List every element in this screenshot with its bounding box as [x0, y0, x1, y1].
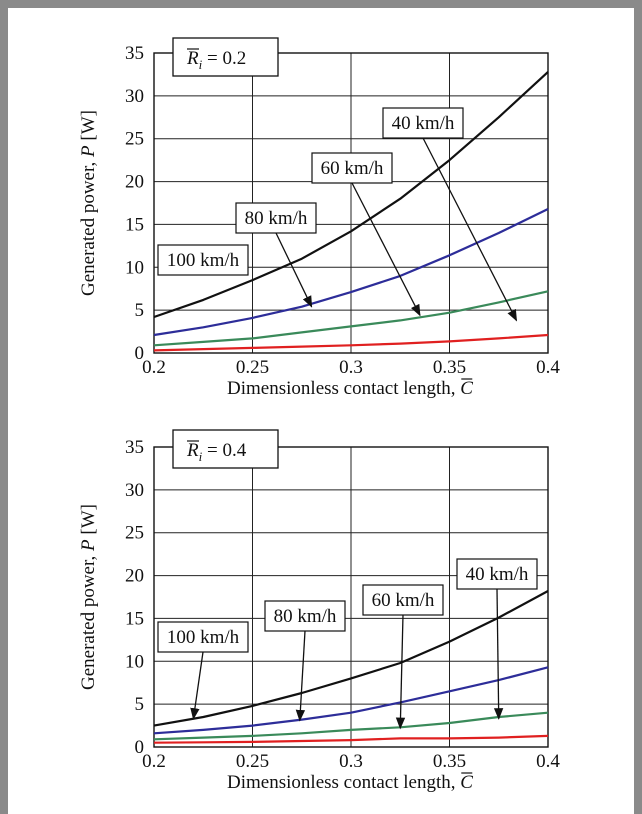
chart-2: 0.2 0.25 0.3 0.35 0.4 0 5 10 15 20 25 30 35 Dimension… [78, 429, 560, 793]
series-line-80-km-h [153, 711, 549, 741]
y-axis-unit: [W] [78, 504, 99, 539]
series-line-100-km-h [153, 734, 549, 744]
series-label: 40 km/h [466, 564, 529, 585]
badge-symbol: R [186, 48, 199, 69]
x-axis-label-text: Dimensionless contact length, [227, 772, 460, 793]
badge-symbol: R [186, 440, 199, 461]
plot-area [153, 52, 549, 354]
series-label: 40 km/h [392, 113, 455, 134]
badge-value: = 0.2 [202, 48, 246, 69]
series-label-box [157, 621, 249, 653]
figure-frame: 0.2 0.25 0.3 0.35 0.4 0 5 10 15 20 25 30 35 Dimension… [8, 8, 634, 814]
parameter-badge-text: Ri = 0.2 [186, 48, 246, 72]
series-label-box [157, 244, 249, 276]
x-tick-label: 0.2 [142, 357, 166, 378]
x-axis-symbol: C [460, 772, 473, 793]
parameter-badge [172, 37, 279, 77]
parameter-badge-text: Ri = 0.4 [186, 440, 247, 464]
series-callout-arrow [295, 630, 306, 722]
series-line-40-km-h [153, 71, 549, 319]
series-line-60-km-h [153, 208, 549, 337]
y-axis-label-text: Generated power, [78, 157, 99, 296]
x-axis-symbol: C [460, 378, 473, 399]
y-tick-label: 35 [125, 43, 144, 64]
y-tick-label: 10 [125, 651, 144, 672]
badge-subscript: i [199, 449, 203, 464]
series-line-80-km-h [153, 290, 549, 347]
x-tick-label: 0.25 [236, 357, 269, 378]
y-tick-label: 30 [125, 480, 144, 501]
y-tick-label: 35 [125, 437, 144, 458]
series-label-box [382, 107, 464, 139]
y-axis-symbol: P [78, 539, 99, 552]
series-callout-arrow [422, 137, 518, 322]
y-tick-label: 10 [125, 257, 144, 278]
series-callout-arrow [190, 651, 204, 720]
y-tick-label: 0 [135, 737, 145, 758]
badge-value: = 0.4 [202, 440, 246, 461]
y-axis-symbol: P [78, 145, 99, 158]
y-axis-label-text: Generated power, [78, 551, 99, 690]
y-tick-label: 20 [125, 172, 144, 193]
y-tick-label: 15 [125, 214, 144, 235]
y-tick-label: 25 [125, 129, 144, 150]
x-tick-label: 0.35 [433, 751, 466, 772]
series-label-box [264, 600, 346, 632]
series-label-box [362, 584, 444, 616]
y-axis-label: Generated power, P [W] [78, 504, 99, 690]
y-tick-label: 0 [135, 343, 145, 364]
series-label: 100 km/h [167, 250, 240, 271]
series-callout-arrow [275, 232, 313, 308]
series-label-box [311, 152, 393, 184]
x-tick-label: 0.35 [433, 357, 466, 378]
series-callout-arrow [493, 588, 504, 720]
x-tick-label: 0.4 [536, 751, 560, 772]
x-axis-label-text: Dimensionless contact length, [227, 378, 460, 399]
series-label: 60 km/h [372, 590, 435, 611]
series-label-box [235, 202, 317, 234]
series-label-box [456, 558, 538, 590]
y-tick-label: 5 [135, 300, 145, 321]
x-axis-label: Dimensionless contact length, C [227, 378, 473, 399]
y-tick-label: 5 [135, 694, 145, 715]
y-axis-unit: [W] [78, 110, 99, 145]
series-line-40-km-h [153, 590, 549, 727]
y-tick-label: 25 [125, 523, 144, 544]
badge-subscript: i [199, 57, 203, 72]
x-tick-label: 0.3 [339, 751, 363, 772]
parameter-badge [172, 429, 279, 469]
x-tick-label: 0.2 [142, 751, 166, 772]
series-label: 80 km/h [245, 208, 308, 229]
plot-area [153, 446, 549, 748]
y-tick-label: 15 [125, 608, 144, 629]
figure-canvas: 0.2 0.25 0.3 0.35 0.405101520253035Dimension… [78, 37, 560, 793]
series-line-60-km-h [153, 666, 549, 735]
chart-1: 0.2 0.25 0.3 0.35 0.4 0 5 10 15 20 25 30 35 Dimension… [78, 37, 560, 399]
x-tick-label: 0.25 [236, 751, 269, 772]
series-callout-arrow [395, 614, 406, 730]
series-line-100-km-h [153, 333, 549, 352]
series-label: 60 km/h [321, 158, 384, 179]
y-tick-label: 20 [125, 566, 144, 587]
y-axis-label: Generated power, P [W] [78, 110, 99, 296]
x-tick-label: 0.4 [536, 357, 560, 378]
series-callout-arrow [351, 182, 421, 317]
x-axis-label: Dimensionless contact length, C [227, 772, 473, 793]
series-label: 80 km/h [274, 606, 337, 627]
series-label: 100 km/h [167, 627, 240, 648]
x-tick-label: 0.3 [339, 357, 363, 378]
y-tick-label: 30 [125, 86, 144, 107]
